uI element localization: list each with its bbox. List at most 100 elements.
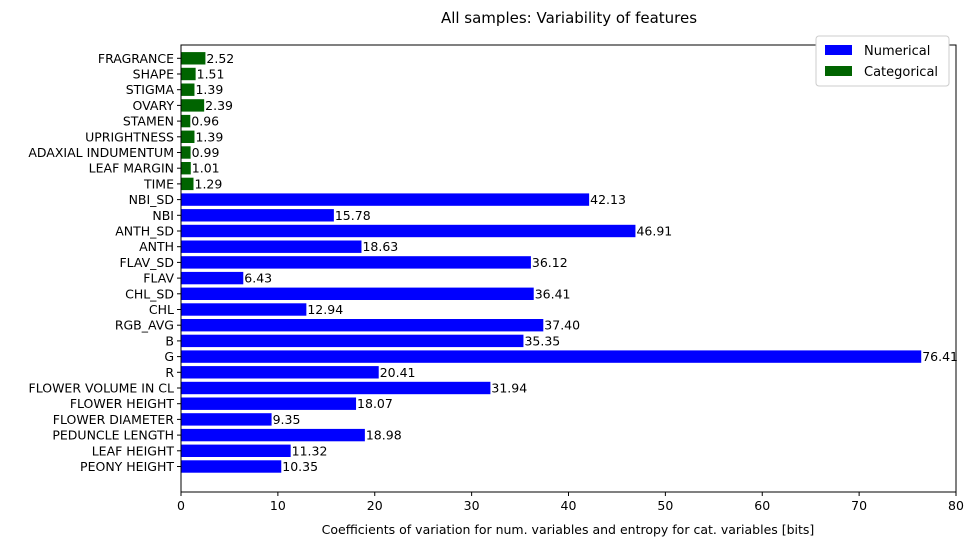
- bar-chl-sd: [181, 287, 534, 300]
- y-tick-label-adaxial-indumentum: ADAXIAL INDUMENTUM: [28, 145, 174, 160]
- y-tick-label-nbi-sd: NBI_SD: [129, 192, 174, 207]
- x-tick-label-40: 40: [561, 498, 577, 513]
- bar-flav-sd: [181, 256, 531, 269]
- data-label-flav: 6.43: [244, 271, 272, 286]
- bar-nbi: [181, 209, 334, 222]
- legend-label-numerical: Numerical: [864, 44, 930, 59]
- bar-flav: [181, 271, 244, 285]
- bar-flower-height: [181, 397, 357, 410]
- y-tick-label-uprightness: UPRIGHTNESS: [85, 129, 174, 144]
- x-axis-label: Coefficients of variation for num. varia…: [322, 522, 815, 537]
- legend-swatch-numerical: [825, 45, 852, 55]
- bar-stigma: [181, 83, 195, 96]
- bar-uprightness: [181, 130, 195, 143]
- x-tick-label-20: 20: [367, 498, 383, 513]
- bar-shape: [181, 67, 196, 81]
- x-tick-label-70: 70: [851, 498, 867, 513]
- bar-rgb-avg: [181, 319, 544, 332]
- y-tick-label-flower-diameter: FLOWER DIAMETER: [53, 412, 175, 427]
- y-tick-label-g: G: [164, 349, 174, 364]
- data-label-chl-sd: 36.41: [535, 286, 571, 301]
- y-tick-label-flav: FLAV: [143, 271, 174, 286]
- y-tick-label-flower-volume-in-cl: FLOWER VOLUME IN CL: [29, 381, 175, 396]
- data-label-flower-height: 18.07: [357, 396, 393, 411]
- data-label-peony-height: 10.35: [282, 459, 318, 474]
- bar-anth-sd: [181, 224, 636, 238]
- bar-peduncle-length: [181, 428, 365, 442]
- y-tick-label-stamen: STAMEN: [123, 114, 174, 129]
- data-label-rgb-avg: 37.40: [544, 318, 580, 333]
- bar-ovary: [181, 99, 205, 112]
- x-tick-label-80: 80: [948, 498, 964, 513]
- x-tick-label-30: 30: [464, 498, 480, 513]
- bar-leaf-margin: [181, 162, 191, 175]
- data-label-fragrance: 2.52: [206, 51, 234, 66]
- bar-leaf-height: [181, 444, 291, 457]
- legend-swatch-categorical: [825, 66, 852, 76]
- y-tick-label-rgb-avg: RGB_AVG: [115, 318, 174, 333]
- bar-chl: [181, 303, 307, 316]
- y-tick-label-r: R: [165, 365, 174, 380]
- y-tick-label-fragrance: FRAGRANCE: [98, 51, 174, 66]
- bar-nbi-sd: [181, 193, 590, 206]
- y-tick-label-b: B: [165, 333, 174, 348]
- y-tick-label-leaf-margin: LEAF MARGIN: [89, 161, 174, 176]
- data-label-flower-diameter: 9.35: [273, 412, 301, 427]
- data-label-leaf-height: 11.32: [292, 443, 328, 458]
- y-tick-label-flav-sd: FLAV_SD: [119, 255, 174, 270]
- data-label-chl: 12.94: [307, 302, 343, 317]
- x-tick-label-60: 60: [754, 498, 770, 513]
- y-tick-label-nbi: NBI: [152, 208, 174, 223]
- data-label-shape: 1.51: [197, 67, 225, 82]
- bar-stamen: [181, 114, 191, 128]
- data-label-adaxial-indumentum: 0.99: [192, 145, 220, 160]
- y-tick-label-shape: SHAPE: [133, 67, 174, 82]
- x-tick-label-10: 10: [270, 498, 286, 513]
- legend: Numerical Categorical: [815, 35, 950, 87]
- data-label-stamen: 0.96: [191, 114, 219, 129]
- y-tick-label-peduncle-length: PEDUNCLE LENGTH: [52, 428, 174, 443]
- bar-time: [181, 177, 194, 191]
- y-tick-label-anth-sd: ANTH_SD: [115, 224, 174, 239]
- data-label-leaf-margin: 1.01: [192, 161, 220, 176]
- data-label-nbi-sd: 42.13: [590, 192, 626, 207]
- x-axis: 0 10 20 30 40 50 60 70 80: [177, 492, 964, 513]
- y-tick-label-anth: ANTH: [139, 239, 174, 254]
- data-label-peduncle-length: 18.98: [366, 428, 402, 443]
- y-tick-label-stigma: STIGMA: [126, 82, 175, 97]
- bar-adaxial-indumentum: [181, 146, 191, 159]
- data-label-time: 1.29: [195, 176, 223, 191]
- bar-peony-height: [181, 460, 282, 473]
- y-tick-label-chl-sd: CHL_SD: [125, 286, 174, 301]
- bars-layer: [181, 52, 922, 473]
- plot-frame: [180, 44, 957, 493]
- legend-label-categorical: Categorical: [864, 65, 938, 80]
- y-tick-label-time: TIME: [143, 176, 174, 191]
- bar-flower-diameter: [181, 413, 272, 426]
- data-label-nbi: 15.78: [335, 208, 371, 223]
- data-label-b: 35.35: [524, 333, 560, 348]
- bar-g: [181, 350, 922, 363]
- bar-fragrance: [181, 52, 206, 65]
- bar-anth: [181, 240, 362, 253]
- data-label-g: 76.41: [922, 349, 958, 364]
- data-label-flower-volume-in-cl: 31.94: [491, 381, 527, 396]
- data-label-stigma: 1.39: [195, 82, 223, 97]
- data-label-flav-sd: 36.12: [532, 255, 568, 270]
- bar-r: [181, 366, 379, 379]
- data-label-anth-sd: 46.91: [636, 224, 672, 239]
- data-label-r: 20.41: [380, 365, 416, 380]
- y-tick-label-peony-height: PEONY HEIGHT: [80, 459, 174, 474]
- data-label-anth: 18.63: [362, 239, 398, 254]
- y-tick-label-chl: CHL: [149, 302, 174, 317]
- bar-b: [181, 334, 524, 348]
- data-label-uprightness: 1.39: [195, 129, 223, 144]
- x-tick-label-50: 50: [657, 498, 673, 513]
- data-label-ovary: 2.39: [205, 98, 233, 113]
- y-tick-label-leaf-height: LEAF HEIGHT: [92, 443, 175, 458]
- y-tick-label-flower-height: FLOWER HEIGHT: [70, 396, 175, 411]
- x-tick-label-0: 0: [177, 498, 185, 513]
